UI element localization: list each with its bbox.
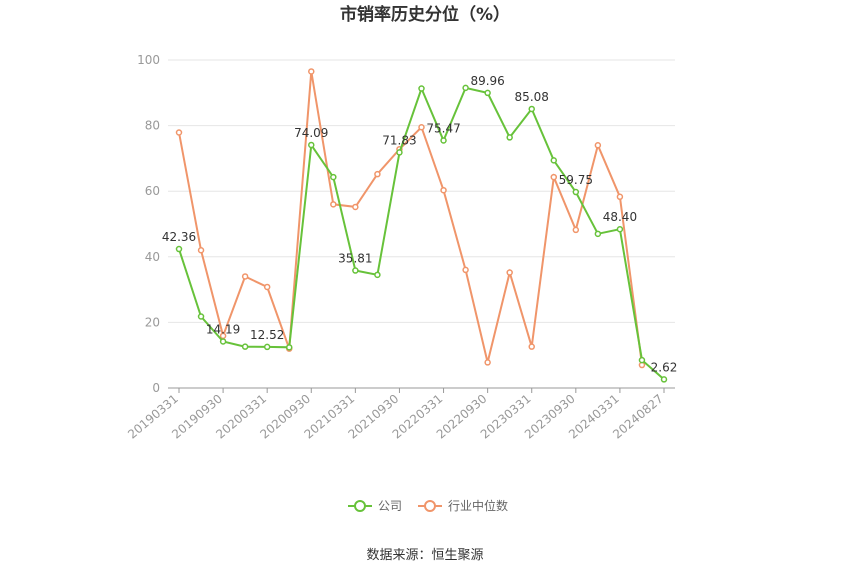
series-industry-median xyxy=(175,68,646,369)
data-point xyxy=(616,193,624,201)
x-axis: 2019033120190930202003312020093020210331… xyxy=(125,387,675,442)
data-label: 12.52 xyxy=(250,328,284,342)
legend-label: 公司 xyxy=(378,499,402,513)
data-point xyxy=(594,142,602,149)
data-point xyxy=(308,141,315,149)
data-point xyxy=(506,134,513,141)
legend-marker xyxy=(424,500,436,512)
data-label: 71.83 xyxy=(382,133,416,147)
data-point xyxy=(506,269,513,276)
data-point xyxy=(219,338,227,345)
y-tick-label: 80 xyxy=(145,119,160,133)
data-point xyxy=(241,343,249,350)
data-point xyxy=(638,356,646,364)
data-point xyxy=(197,313,205,320)
data-point xyxy=(330,173,337,181)
data-point xyxy=(594,230,602,238)
data-point xyxy=(572,188,580,196)
data-point xyxy=(308,68,315,75)
data-point xyxy=(418,85,425,92)
data-point xyxy=(352,203,359,211)
data-label: 42.36 xyxy=(162,230,196,244)
data-point xyxy=(528,105,535,113)
data-point xyxy=(352,267,359,274)
data-point xyxy=(440,137,447,144)
data-point xyxy=(440,186,447,194)
data-label: 89.96 xyxy=(470,74,504,88)
data-label: 59.75 xyxy=(559,173,593,187)
data-point xyxy=(374,271,381,279)
data-point xyxy=(285,344,293,351)
data-label: 14.19 xyxy=(206,322,240,336)
data-labels: 42.36 14.19 12.52 74.09 35.81 71.83 75.47 89.96… xyxy=(162,74,678,374)
data-point xyxy=(660,376,668,383)
y-tick-label: 60 xyxy=(145,184,160,198)
data-point xyxy=(263,283,271,291)
data-label: 2.62 xyxy=(651,360,678,374)
data-point xyxy=(572,226,580,234)
data-point xyxy=(374,170,381,178)
data-point xyxy=(418,123,425,131)
legend-item-company[interactable]: 公司 xyxy=(348,499,402,513)
data-point xyxy=(197,246,205,254)
data-point xyxy=(550,173,558,181)
data-point xyxy=(330,201,337,208)
data-point xyxy=(462,266,469,274)
legend[interactable]: 公司 行业中位数 xyxy=(348,498,508,513)
data-label: 74.09 xyxy=(294,126,328,140)
data-point xyxy=(175,245,183,253)
data-label: 35.81 xyxy=(338,252,372,266)
data-point xyxy=(396,149,403,156)
series-line xyxy=(178,71,643,366)
y-tick-label: 100 xyxy=(137,53,160,67)
data-point xyxy=(616,225,624,233)
y-axis: 0 20 40 60 80 100 xyxy=(137,53,160,395)
y-tick-label: 40 xyxy=(145,250,160,264)
data-point xyxy=(241,273,249,280)
series-company xyxy=(175,84,668,383)
y-tick-label: 0 xyxy=(152,381,160,395)
data-label: 48.40 xyxy=(603,210,637,224)
data-point xyxy=(263,343,271,351)
chart-title: 市销率历史分位（%） xyxy=(340,4,510,25)
legend-marker xyxy=(354,500,366,512)
data-point xyxy=(550,157,558,164)
data-point xyxy=(484,89,491,97)
data-point xyxy=(462,84,469,92)
data-point xyxy=(528,343,535,350)
data-label: 85.08 xyxy=(515,90,549,104)
data-label: 75.47 xyxy=(426,121,460,135)
source-note: 数据来源：恒生聚源 xyxy=(366,548,483,563)
legend-label: 行业中位数 xyxy=(448,498,508,513)
series-layer xyxy=(175,68,668,383)
data-point xyxy=(175,129,183,136)
data-point xyxy=(484,359,491,366)
legend-item-industry-median[interactable]: 行业中位数 xyxy=(418,498,508,513)
gridlines xyxy=(168,59,675,389)
y-tick-label: 20 xyxy=(145,315,160,329)
